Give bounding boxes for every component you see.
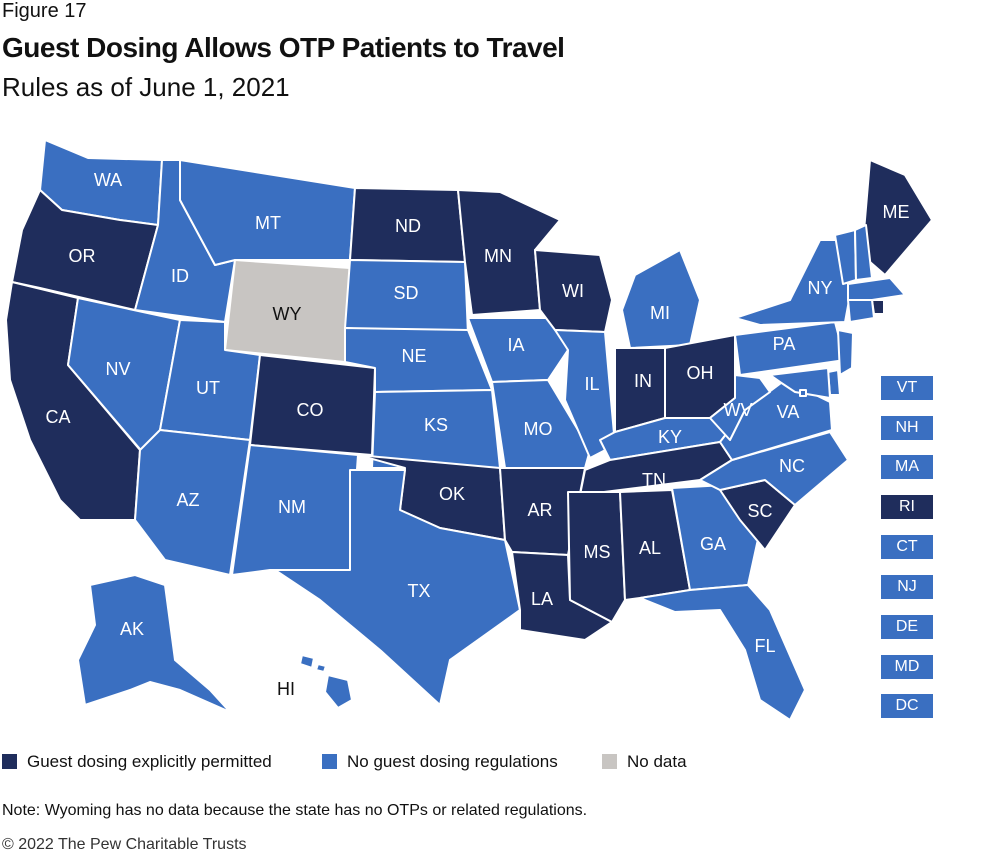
state-label-nm: NM	[278, 497, 306, 517]
legend-swatch-no-regulations	[322, 754, 337, 769]
small-state-box-ma: MA	[881, 455, 933, 479]
copyright: © 2022 The Pew Charitable Trusts	[2, 836, 247, 853]
figure-label: Figure 17	[2, 0, 87, 22]
state-label-wi: WI	[562, 281, 584, 301]
state-label-nd: ND	[395, 216, 421, 236]
us-map: WA OR CA ID NV MT WY UT AZ CO NM ND SD NE KS OK TX MN IA MO…	[5, 139, 933, 721]
small-state-box-ri: RI	[881, 495, 933, 519]
state-label-ne: NE	[401, 346, 426, 366]
state-dc	[799, 389, 807, 397]
small-state-box-de: DE	[881, 615, 933, 639]
state-label-me: ME	[883, 202, 910, 222]
small-state-box-nh: NH	[881, 416, 933, 440]
state-wv	[709, 374, 771, 441]
chart-subtitle: Rules as of June 1, 2021	[2, 72, 290, 102]
state-hi	[299, 654, 315, 669]
state-ms	[567, 491, 626, 623]
legend-label-no-regulations: No guest dosing regulations	[347, 752, 558, 771]
state-label-mo: MO	[524, 419, 553, 439]
state-label-or: OR	[69, 246, 96, 266]
small-state-box-md: MD	[881, 655, 933, 679]
state-ia	[467, 317, 569, 383]
state-label-mi: MI	[650, 303, 670, 323]
state-ak	[77, 574, 231, 713]
state-label-ks: KS	[424, 415, 448, 435]
state-nh	[854, 224, 873, 281]
state-fl	[639, 584, 806, 721]
state-label-in: IN	[634, 371, 652, 391]
state-label-ok: OK	[439, 484, 465, 504]
state-label-tn: TN	[642, 470, 666, 490]
state-labels: WA OR CA ID NV MT WY UT AZ CO NM ND SD NE KS OK TX MN IA MO…	[45, 170, 909, 699]
state-label-id: ID	[171, 266, 189, 286]
state-tx	[274, 469, 521, 706]
state-mo	[491, 379, 591, 469]
state-label-al: AL	[639, 538, 661, 558]
state-label-pa: PA	[773, 334, 796, 354]
state-mi	[621, 249, 701, 349]
state-label-ak: AK	[120, 619, 144, 639]
chart-title: Guest Dosing Allows OTP Patients to Trav…	[2, 32, 565, 63]
state-label-ar: AR	[527, 500, 552, 520]
legend-label-no-data: No data	[627, 752, 687, 771]
state-label-wa: WA	[94, 170, 122, 190]
state-label-co: CO	[297, 400, 324, 420]
state-label-il: IL	[584, 374, 599, 394]
state-label-ky: KY	[658, 427, 682, 447]
state-nj	[837, 329, 854, 376]
legend-item-permitted: Guest dosing explicitly permitted	[2, 752, 272, 772]
state-label-sc: SC	[747, 501, 772, 521]
state-hi-big-island	[324, 674, 353, 709]
state-label-oh: OH	[687, 363, 714, 383]
state-label-mt: MT	[255, 213, 281, 233]
state-ma	[847, 277, 906, 301]
state-label-wv: WV	[724, 400, 753, 420]
state-ny	[734, 239, 851, 326]
state-il	[554, 329, 616, 459]
state-label-nc: NC	[779, 456, 805, 476]
state-label-sd: SD	[393, 283, 418, 303]
state-label-ut: UT	[196, 378, 220, 398]
state-ct	[847, 299, 875, 323]
state-label-va: VA	[777, 402, 800, 422]
state-hi-maui	[315, 663, 327, 673]
legend-item-no-regulations: No guest dosing regulations	[322, 752, 558, 772]
small-state-box-ct: CT	[881, 535, 933, 559]
state-label-az: AZ	[176, 490, 199, 510]
state-label-hi: HI	[277, 679, 295, 699]
state-label-ga: GA	[700, 534, 726, 554]
state-label-wy: WY	[273, 304, 302, 324]
legend-label-permitted: Guest dosing explicitly permitted	[27, 752, 272, 771]
state-label-ca: CA	[45, 407, 70, 427]
legend-swatch-no-data	[602, 754, 617, 769]
state-label-ms: MS	[584, 542, 611, 562]
state-label-tx: TX	[407, 581, 430, 601]
state-label-mn: MN	[484, 246, 512, 266]
state-label-fl: FL	[754, 636, 775, 656]
state-label-ny: NY	[807, 278, 832, 298]
small-state-box-nj: NJ	[881, 575, 933, 599]
note: Note: Wyoming has no data because the st…	[2, 802, 588, 819]
small-state-box-dc: DC	[881, 694, 933, 718]
state-md	[769, 367, 831, 399]
legend-swatch-permitted	[2, 754, 17, 769]
state-label-ia: IA	[507, 335, 524, 355]
state-label-la: LA	[531, 589, 553, 609]
small-state-box-vt: VT	[881, 376, 933, 400]
state-label-nv: NV	[105, 359, 130, 379]
legend-item-no-data: No data	[602, 752, 687, 772]
